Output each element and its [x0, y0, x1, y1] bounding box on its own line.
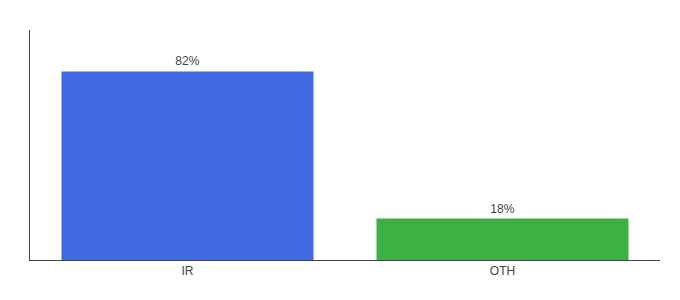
svg-text:IR: IR: [182, 264, 194, 278]
svg-text:18%: 18%: [490, 202, 514, 216]
svg-text:82%: 82%: [175, 54, 199, 68]
svg-text:OTH: OTH: [490, 264, 515, 278]
